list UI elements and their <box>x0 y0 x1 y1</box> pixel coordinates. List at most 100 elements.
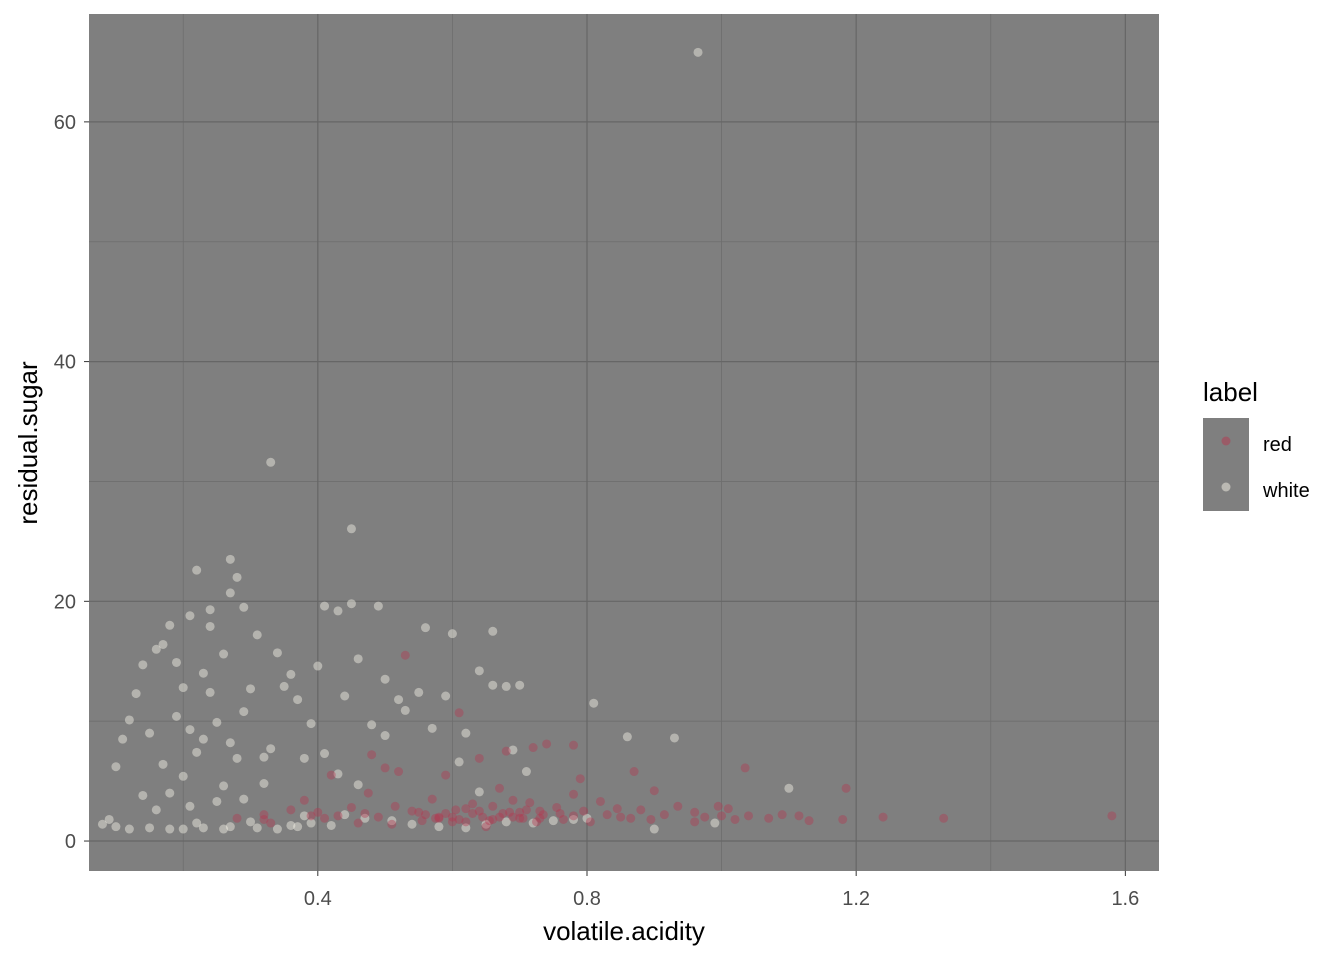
scatter-point-red <box>636 805 646 815</box>
scatter-point-white <box>293 695 303 705</box>
scatter-point-red <box>495 812 505 822</box>
scatter-point-red <box>740 763 750 773</box>
scatter-point-red <box>612 804 622 814</box>
scatter-point-white <box>501 817 511 827</box>
scatter-point-white <box>420 623 430 633</box>
scatter-point-red <box>673 801 683 811</box>
scatter-point-red <box>508 812 518 822</box>
x-tick-label: 0.4 <box>304 888 332 910</box>
scatter-point-white <box>198 668 208 678</box>
scatter-point-white <box>474 666 484 676</box>
scatter-point-white <box>225 554 235 564</box>
scatter-point-white <box>299 753 309 763</box>
scatter-point-white <box>454 757 464 767</box>
scatter-point-white <box>272 824 282 834</box>
scatter-point-red <box>569 740 579 750</box>
scatter-point-white <box>239 602 249 612</box>
scatter-point-white <box>97 819 107 829</box>
scatter-point-white <box>198 734 208 744</box>
scatter-point-white <box>259 779 269 789</box>
scatter-point-red <box>360 808 370 818</box>
scatter-point-white <box>171 711 181 721</box>
scatter-point-white <box>441 691 451 701</box>
scatter-point-red <box>730 814 740 824</box>
scatter-point-white <box>232 753 242 763</box>
scatter-point-white <box>373 601 383 611</box>
scatter-point-white <box>427 723 437 733</box>
scatter-point-red <box>713 801 723 811</box>
scatter-point-red <box>451 805 461 815</box>
x-tick-label: 0.8 <box>573 888 601 910</box>
y-axis-ticks: 0 20 40 60 <box>54 112 89 853</box>
scatter-point-red <box>569 811 579 821</box>
scatter-point-white <box>313 661 323 671</box>
scatter-point-white <box>461 823 471 833</box>
scatter-point-red <box>558 814 568 824</box>
scatter-point-red <box>649 786 659 796</box>
scatter-point-white <box>508 745 518 755</box>
scatter-point-white <box>293 822 303 832</box>
scatter-point-red <box>542 739 552 749</box>
legend-key-background <box>1203 418 1249 511</box>
scatter-point-white <box>219 781 229 791</box>
scatter-point-white <box>225 822 235 832</box>
scatter-point-red <box>431 813 441 823</box>
scatter-point-red <box>690 817 700 827</box>
scatter-point-white <box>198 823 208 833</box>
legend-title: label <box>1203 377 1258 407</box>
scatter-point-red <box>717 811 727 821</box>
scatter-point-white <box>192 565 202 575</box>
scatter-point-red <box>299 795 309 805</box>
scatter-point-red <box>266 818 276 828</box>
scatter-point-white <box>111 762 121 772</box>
scatter-point-red <box>515 813 525 823</box>
scatter-point-white <box>279 681 289 691</box>
scatter-point-red <box>585 817 595 827</box>
scatter-point-white <box>481 819 491 829</box>
scatter-point-red <box>346 802 356 812</box>
scatter-point-white <box>252 823 262 833</box>
x-tick-label: 1.2 <box>842 888 870 910</box>
scatter-point-white <box>286 669 296 679</box>
scatter-point-white <box>138 790 148 800</box>
scatter-point-red <box>320 813 330 823</box>
scatter-point-white <box>400 705 410 715</box>
scatter-point-red <box>794 811 804 821</box>
scatter-point-red <box>777 810 787 820</box>
scatter-point-white <box>178 683 188 693</box>
y-axis-title: residual.sugar <box>13 361 43 525</box>
scatter-point-red <box>555 808 565 818</box>
scatter-point-white <box>266 744 276 754</box>
scatter-point-red <box>474 806 484 816</box>
scatter-point-red <box>427 794 437 804</box>
scatter-point-white <box>333 769 343 779</box>
scatter-point-red <box>723 804 733 814</box>
scatter-point-white <box>474 787 484 797</box>
scatter-point-red <box>286 805 296 815</box>
scatter-point-red <box>461 804 471 814</box>
scatter-point-white <box>461 728 471 738</box>
scatter-point-white <box>784 783 794 793</box>
scatter-point-white <box>225 588 235 598</box>
scatter-point-white <box>246 817 256 827</box>
scatter-point-red <box>626 813 636 823</box>
scatter-point-red <box>407 806 417 816</box>
scatter-point-white <box>333 606 343 616</box>
scatter-point-white <box>192 818 202 828</box>
scatter-point-white <box>320 749 330 759</box>
scatter-point-red <box>838 814 848 824</box>
scatter-point-red <box>454 814 464 824</box>
scatter-point-white <box>124 715 134 725</box>
scatter-point-white <box>320 601 330 611</box>
scatter-point-white <box>118 734 128 744</box>
scatter-point-red <box>400 650 410 660</box>
scatter-point-red <box>521 805 531 815</box>
scatter-point-red <box>367 750 377 760</box>
y-tick-label: 60 <box>54 112 76 134</box>
scatter-point-white <box>165 620 175 630</box>
scatter-point-red <box>525 798 535 808</box>
scatter-point-red <box>498 808 508 818</box>
scatter-point-white <box>205 605 215 615</box>
scatter-point-white <box>192 747 202 757</box>
